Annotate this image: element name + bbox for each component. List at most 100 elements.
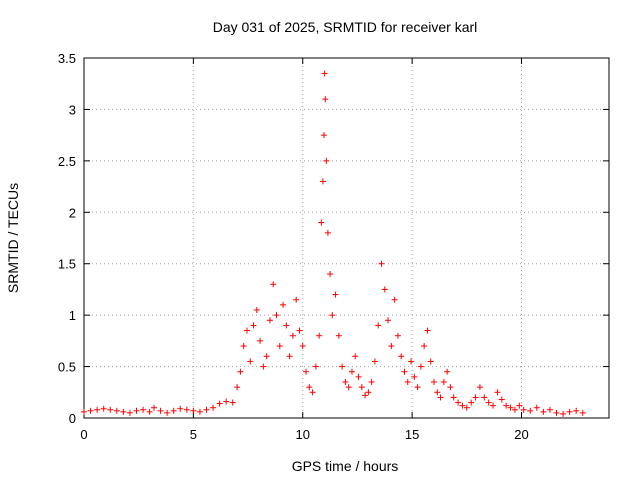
data-point — [391, 296, 398, 303]
data-point — [312, 363, 319, 370]
data-point — [437, 394, 444, 401]
data-point — [447, 384, 454, 391]
y-tick-label: 1 — [69, 308, 76, 323]
data-point — [323, 157, 330, 164]
data-point — [216, 400, 223, 407]
data-point — [381, 286, 388, 293]
data-point — [394, 332, 401, 339]
data-point — [498, 396, 505, 403]
data-point — [348, 368, 355, 375]
data-point — [332, 291, 339, 298]
data-point — [81, 408, 87, 415]
data-point — [516, 402, 523, 409]
data-point — [100, 405, 107, 412]
data-point — [352, 353, 359, 360]
data-point — [468, 399, 475, 406]
data-point — [371, 358, 378, 365]
y-tick-label: 0.5 — [58, 360, 76, 375]
data-point — [342, 379, 349, 385]
data-point — [463, 404, 470, 411]
data-point — [319, 178, 326, 185]
data-point — [210, 404, 217, 411]
x-tick-label: 10 — [296, 427, 310, 442]
data-point — [309, 389, 316, 396]
chart-title: Day 031 of 2025, SRMTID for receiver kar… — [213, 19, 478, 35]
data-point — [164, 409, 171, 416]
data-point — [260, 363, 267, 370]
data-point — [476, 384, 483, 391]
data-point — [533, 404, 540, 411]
data-point — [289, 332, 296, 339]
data-point — [503, 402, 510, 409]
data-point — [485, 399, 492, 406]
data-point — [411, 373, 418, 380]
data-point — [546, 406, 553, 413]
data-point — [424, 327, 431, 334]
data-point — [146, 408, 153, 415]
data-points — [81, 70, 586, 417]
data-point — [378, 260, 385, 267]
data-point — [126, 409, 133, 416]
data-point — [113, 407, 120, 414]
data-point — [417, 363, 424, 370]
data-point — [421, 343, 428, 349]
data-point — [408, 358, 415, 365]
plot-frame — [83, 57, 610, 419]
data-point — [87, 407, 94, 414]
data-point — [120, 408, 127, 415]
data-point — [365, 389, 372, 396]
axis-ticks: 0 5 10 15 20 0 0.5 1 1.5 2 2.5 3 3.5 — [58, 51, 609, 442]
data-point — [507, 404, 514, 411]
data-point — [553, 409, 560, 416]
data-point — [455, 399, 462, 406]
data-point — [398, 353, 405, 360]
data-point — [404, 379, 411, 385]
data-point — [434, 389, 441, 396]
x-tick-label: 20 — [514, 427, 528, 442]
data-point — [177, 405, 184, 412]
data-point — [270, 281, 277, 288]
data-point — [151, 404, 157, 411]
data-point — [280, 301, 287, 308]
data-point — [494, 389, 501, 396]
data-point — [203, 406, 210, 413]
data-point — [157, 407, 164, 414]
y-tick-label: 2 — [69, 205, 76, 220]
data-point — [190, 407, 197, 414]
data-point — [234, 384, 241, 391]
data-point — [107, 406, 114, 413]
data-point — [276, 343, 283, 349]
data-point — [444, 368, 451, 375]
data-point — [322, 96, 329, 103]
data-point — [306, 384, 313, 391]
data-point — [324, 229, 331, 236]
data-point — [540, 408, 547, 415]
data-point — [440, 379, 447, 385]
data-point — [140, 406, 147, 413]
data-point — [196, 408, 203, 415]
data-point — [266, 317, 273, 324]
data-point — [388, 343, 395, 349]
data-point — [560, 410, 567, 417]
data-point — [579, 409, 586, 416]
x-tick-label: 0 — [80, 427, 87, 442]
y-tick-label: 3.5 — [58, 51, 76, 66]
data-point — [368, 379, 375, 385]
data-point — [303, 368, 310, 375]
x-tick-label: 15 — [405, 427, 419, 442]
data-point — [293, 296, 300, 303]
data-point — [339, 363, 346, 370]
data-point — [273, 312, 280, 319]
data-point — [327, 271, 334, 277]
data-point — [94, 406, 101, 413]
data-point — [229, 399, 236, 406]
data-point — [527, 407, 534, 414]
data-point — [401, 368, 408, 375]
y-axis-label: SRMTID / TECUs — [5, 183, 21, 293]
y-tick-label: 0 — [69, 411, 76, 426]
data-point — [490, 402, 497, 409]
data-point — [459, 402, 466, 409]
data-point — [335, 332, 342, 339]
data-point — [237, 368, 244, 375]
